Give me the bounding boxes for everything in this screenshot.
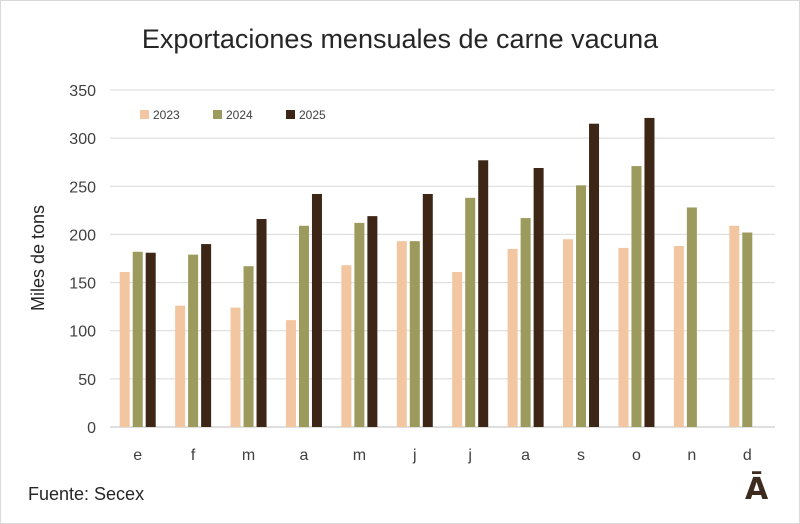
bar-2025-m — [256, 219, 267, 427]
bar-2025-j — [422, 193, 433, 427]
bar-2025-m — [367, 216, 378, 427]
x-tick-label: n — [687, 447, 696, 464]
x-tick-label: d — [743, 447, 752, 464]
chart-title: Exportaciones mensuales de carne vacuna — [141, 24, 659, 54]
bar-2023-e — [119, 271, 130, 427]
bar-2025-a — [311, 193, 322, 427]
y-tick-label: 0 — [87, 420, 96, 437]
x-tick-label: o — [632, 447, 641, 464]
bar-2024-d — [742, 232, 753, 427]
gridlines — [110, 89, 775, 428]
legend-swatch-2023 — [140, 110, 149, 119]
bars — [119, 117, 753, 428]
bar-2024-m — [243, 266, 254, 427]
bar-2024-m — [354, 222, 365, 427]
x-tick-label: f — [191, 447, 196, 464]
bar-2025-e — [145, 252, 156, 427]
bar-2023-j — [452, 271, 463, 427]
bar-2024-f — [188, 254, 199, 427]
x-tick-label: a — [300, 447, 309, 464]
x-tick-label: s — [577, 447, 585, 464]
bar-2025-a — [533, 167, 544, 427]
x-tick-label: m — [242, 447, 255, 464]
y-tick-label: 250 — [69, 179, 96, 196]
bar-2025-f — [201, 244, 212, 427]
x-tick-label: j — [412, 447, 417, 464]
bar-2023-n — [673, 245, 684, 427]
bar-2023-s — [563, 239, 574, 427]
x-tick-label: m — [353, 447, 366, 464]
bar-2024-n — [686, 207, 697, 427]
bar-2023-f — [175, 305, 186, 427]
bar-2025-o — [644, 117, 655, 428]
legend: 2023 2024 2025 — [140, 108, 326, 122]
bar-2023-a — [507, 248, 518, 427]
legend-label-2023: 2023 — [153, 108, 180, 122]
bar-2023-a — [285, 320, 296, 427]
bar-2023-m — [230, 307, 241, 427]
legend-swatch-2025 — [286, 110, 295, 119]
y-axis-label: Miles de tons — [28, 205, 48, 311]
legend-label-2024: 2024 — [226, 108, 253, 122]
bar-2025-j — [478, 160, 489, 427]
bar-2024-j — [465, 197, 476, 427]
bar-2023-m — [341, 265, 352, 427]
bar-2024-a — [298, 225, 309, 427]
axis-ticks: 0 50 100 150 200 250 300 350 e f m a m j j a s o n d — [69, 83, 751, 464]
bar-2024-e — [132, 251, 143, 427]
source-note: Fuente: Secex — [28, 484, 145, 504]
bar-2024-j — [409, 241, 420, 427]
legend-swatch-2024 — [213, 110, 222, 119]
brand-logo: Ā — [745, 472, 769, 507]
x-tick-label: j — [467, 447, 472, 464]
bar-2024-a — [520, 218, 531, 427]
y-tick-label: 300 — [69, 131, 96, 148]
y-tick-label: 150 — [69, 276, 96, 293]
bar-2023-j — [396, 241, 407, 427]
y-tick-label: 350 — [69, 83, 96, 100]
y-tick-label: 200 — [69, 227, 96, 244]
x-tick-label: a — [521, 447, 530, 464]
legend-label-2025: 2025 — [299, 108, 326, 122]
bar-2023-d — [729, 225, 740, 427]
bar-2024-o — [631, 166, 642, 427]
y-tick-label: 50 — [78, 372, 96, 389]
x-tick-label: e — [133, 447, 142, 464]
bar-2025-s — [589, 123, 600, 427]
bar-2023-o — [618, 247, 629, 427]
y-tick-label: 100 — [69, 324, 96, 341]
bar-2024-s — [576, 185, 587, 427]
